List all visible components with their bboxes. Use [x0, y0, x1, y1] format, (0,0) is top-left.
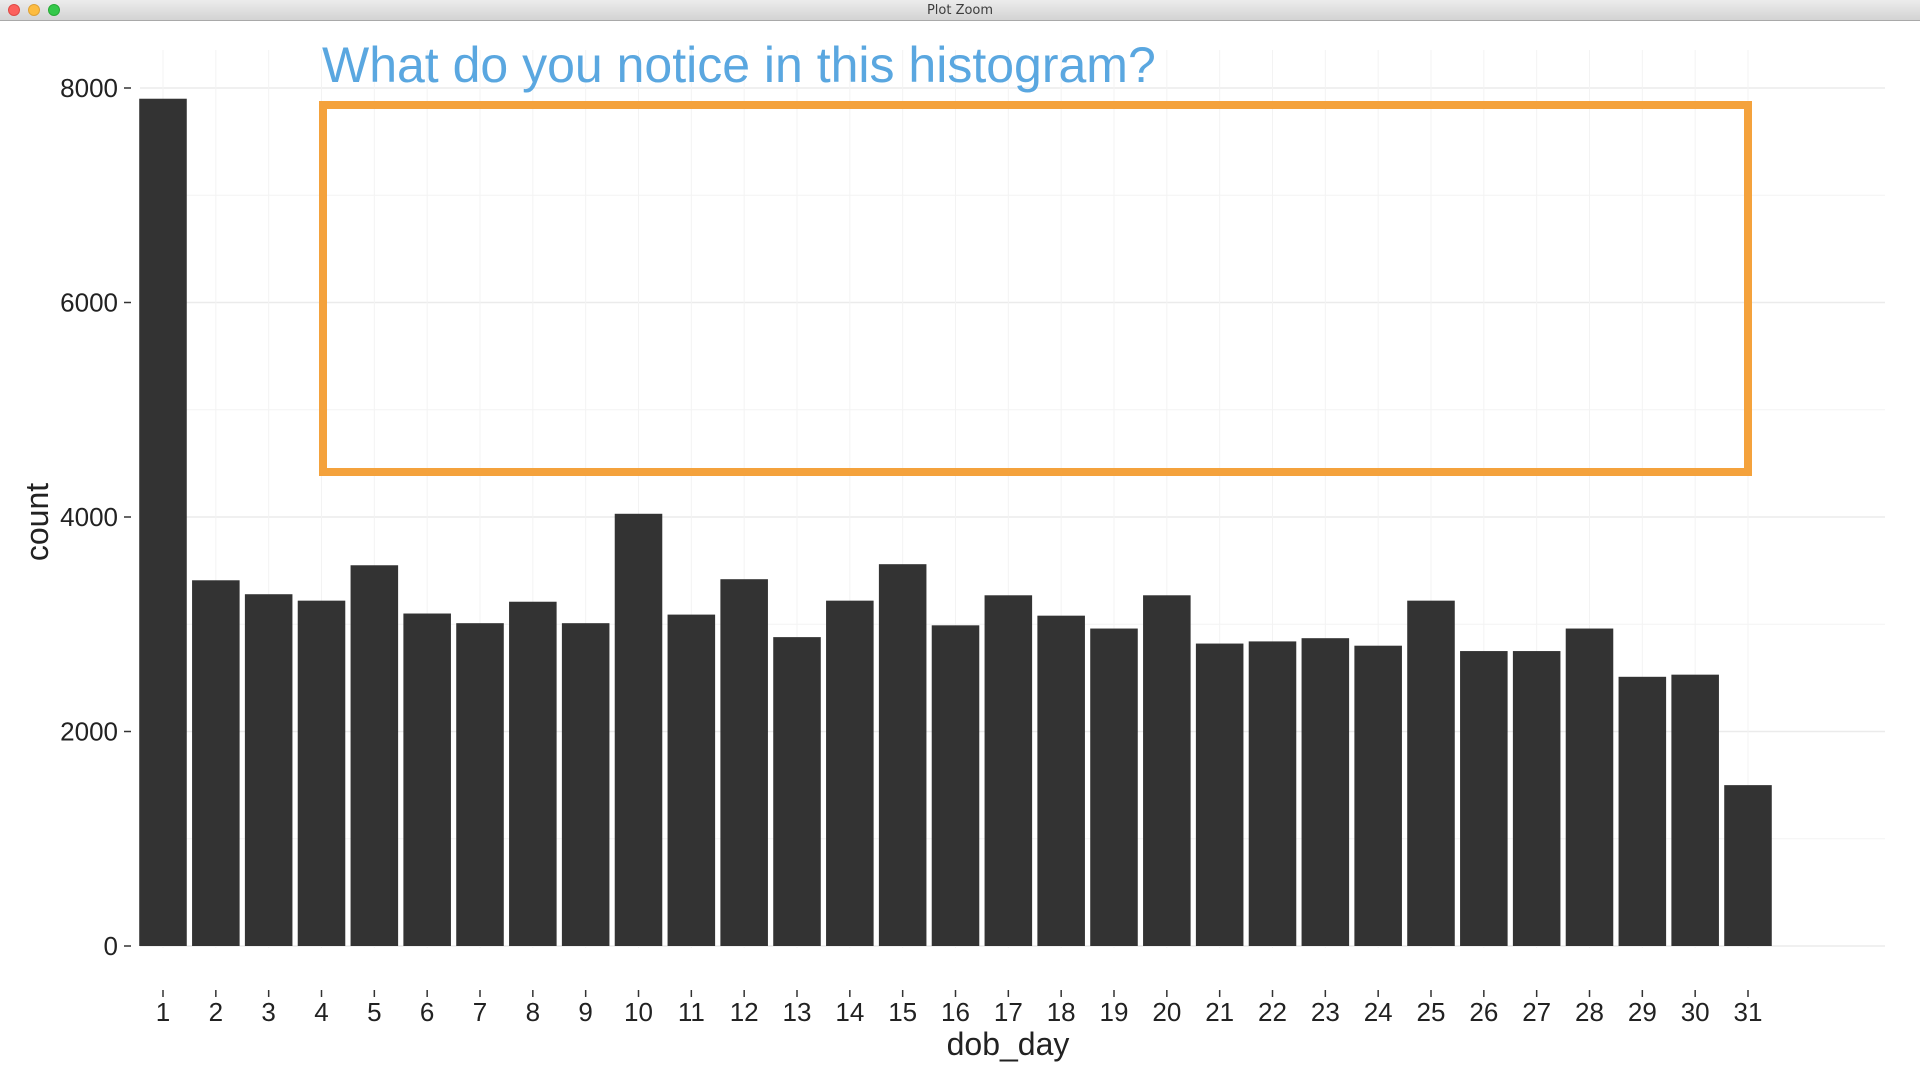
y-tick-label: 0	[104, 931, 118, 961]
x-tick-label: 28	[1575, 997, 1604, 1027]
bar-day-4	[297, 600, 346, 946]
bar-day-23	[1301, 638, 1350, 946]
x-tick-label: 8	[526, 997, 540, 1027]
x-tick-label: 19	[1100, 997, 1129, 1027]
bar-day-6	[403, 613, 451, 946]
minimize-window-button[interactable]	[28, 4, 40, 16]
bar-day-21	[1195, 643, 1244, 946]
x-tick-label: 25	[1417, 997, 1446, 1027]
bar-day-12	[720, 579, 768, 946]
window-title: Plot Zoom	[926, 3, 994, 18]
bar-day-27	[1512, 651, 1561, 946]
bar-day-15	[878, 564, 927, 946]
x-tick-label: 26	[1469, 997, 1498, 1027]
x-tick-label: 13	[783, 997, 812, 1027]
zoom-window-button[interactable]	[48, 4, 60, 16]
x-tick-label: 16	[941, 997, 970, 1027]
x-tick-label: 2	[209, 997, 223, 1027]
x-tick-label: 18	[1047, 997, 1076, 1027]
y-tick-label: 2000	[60, 717, 118, 747]
bar-day-9	[561, 623, 610, 946]
annotation-box	[319, 101, 1752, 476]
x-tick-label: 27	[1522, 997, 1551, 1027]
window-titlebar[interactable]: Plot Zoom	[0, 0, 1920, 21]
bar-day-22	[1248, 641, 1297, 946]
bar-day-28	[1565, 628, 1614, 946]
annotation-question: What do you notice in this histogram?	[322, 37, 1156, 93]
x-tick-label: 9	[578, 997, 592, 1027]
y-tick-label: 6000	[60, 288, 118, 318]
x-tick-label: 10	[624, 997, 653, 1027]
bar-day-18	[1037, 615, 1085, 946]
x-axis-label: dob_day	[947, 1026, 1070, 1062]
x-tick-label: 20	[1152, 997, 1181, 1027]
x-tick-label: 7	[473, 997, 487, 1027]
x-tick-label: 22	[1258, 997, 1287, 1027]
y-axis: 0 2000 4000 6000 8000	[60, 73, 131, 961]
x-tick-label: 24	[1364, 997, 1393, 1027]
bars	[139, 98, 1772, 947]
x-tick-label: 12	[730, 997, 759, 1027]
bar-day-5	[350, 565, 399, 946]
x-tick-label: 11	[678, 997, 705, 1027]
bar-day-10	[614, 513, 663, 946]
bar-day-20	[1143, 595, 1191, 946]
x-tick-label: 6	[420, 997, 434, 1027]
y-axis-label: count	[19, 483, 55, 561]
x-tick-label: 29	[1628, 997, 1657, 1027]
x-tick-label: 23	[1311, 997, 1340, 1027]
x-tick-label: 3	[261, 997, 275, 1027]
x-tick-label: 15	[888, 997, 917, 1027]
x-axis: 1 2 3 4 5 6 7 8 9 10 11 12 13 14 15 16 17 18 19 20 21 22 23 24 2…	[156, 990, 1763, 1027]
bar-day-25	[1407, 600, 1455, 946]
x-tick-label: 17	[994, 997, 1023, 1027]
bar-day-2	[192, 580, 240, 946]
x-tick-label: 14	[835, 997, 864, 1027]
bar-day-29	[1618, 676, 1667, 946]
x-tick-label: 1	[156, 997, 170, 1027]
bar-day-16	[931, 625, 980, 946]
x-tick-label: 21	[1205, 997, 1234, 1027]
close-window-button[interactable]	[8, 4, 20, 16]
x-tick-label: 5	[367, 997, 381, 1027]
y-tick-label: 8000	[60, 73, 118, 103]
x-tick-label: 4	[314, 997, 328, 1027]
bar-day-8	[509, 601, 557, 946]
bar-day-19	[1090, 628, 1138, 946]
bar-day-11	[667, 614, 716, 946]
bar-day-17	[984, 595, 1033, 946]
bar-day-3	[244, 594, 293, 946]
bar-day-1	[139, 98, 187, 947]
x-tick-label: 30	[1681, 997, 1710, 1027]
bar-day-14	[826, 600, 874, 946]
y-tick-label: 4000	[60, 502, 118, 532]
bar-day-26	[1460, 651, 1508, 946]
x-tick-label: 31	[1734, 997, 1763, 1027]
bar-day-7	[456, 623, 504, 946]
bar-day-30	[1671, 674, 1719, 946]
bar-day-24	[1354, 645, 1402, 946]
bar-day-13	[773, 637, 821, 946]
bar-day-31	[1724, 785, 1772, 947]
